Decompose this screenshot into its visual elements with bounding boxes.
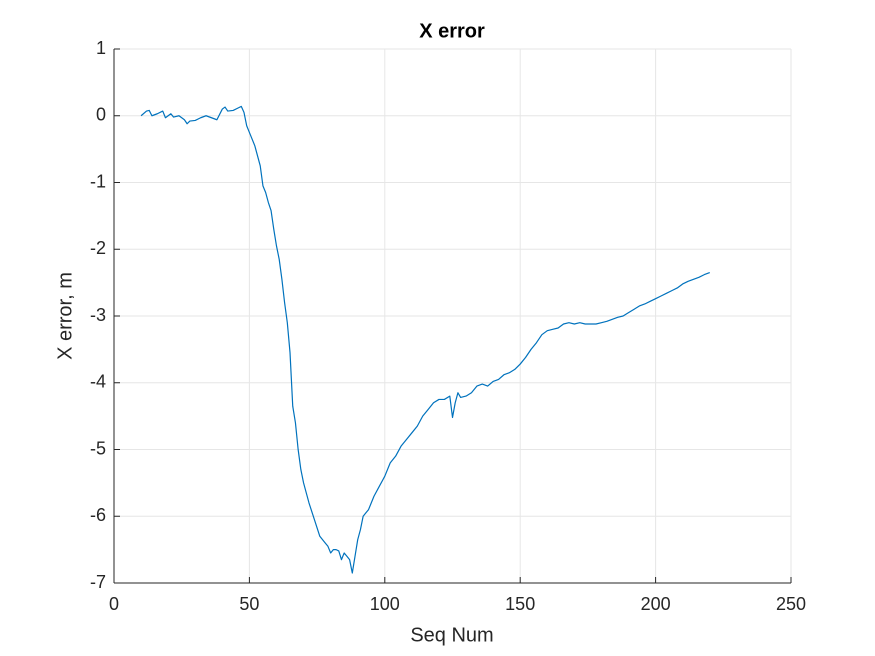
x-tick-label: 200 [641,594,671,614]
y-tick-label: -3 [90,305,106,325]
y-tick-label: -7 [90,572,106,592]
x-tick-label: 100 [370,594,400,614]
x-axis-label: Seq Num [410,624,493,646]
y-tick-label: 0 [96,105,106,125]
y-tick-label: -5 [90,438,106,458]
y-tick-label: -1 [90,171,106,191]
chart-title: X error [419,20,485,42]
x-tick-label: 150 [505,594,535,614]
y-tick-label: -4 [90,372,106,392]
x-tick-label: 50 [239,594,259,614]
y-tick-label: 1 [96,38,106,58]
y-axis-label: X error, m [54,272,76,360]
x-tick-label: 0 [109,594,119,614]
y-tick-label: -6 [90,505,106,525]
x-tick-label: 250 [776,594,806,614]
data-line [140,105,710,574]
y-tick-label: -2 [90,238,106,258]
